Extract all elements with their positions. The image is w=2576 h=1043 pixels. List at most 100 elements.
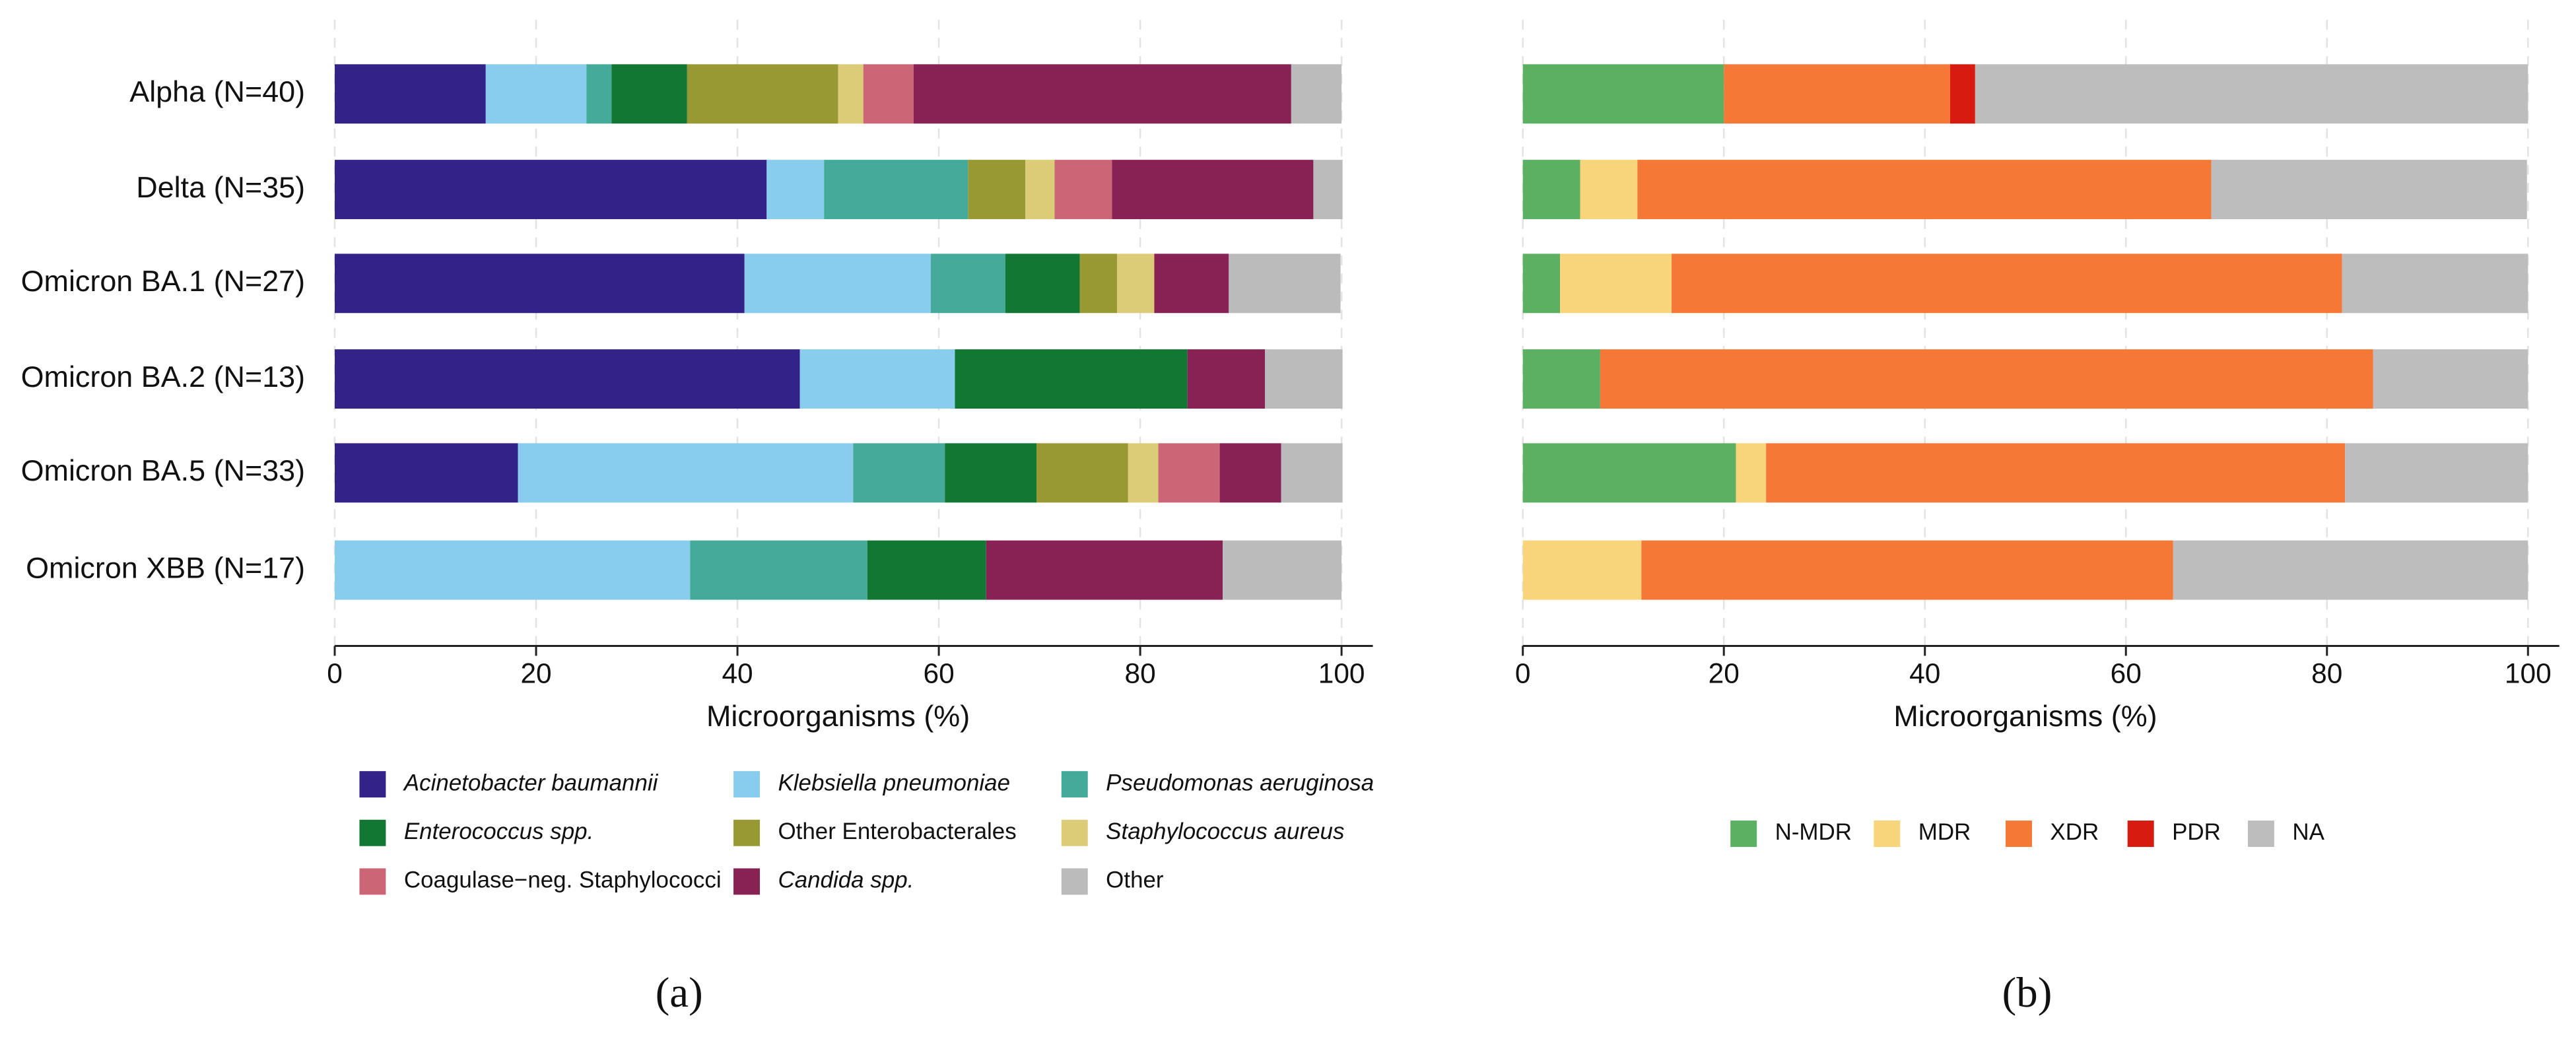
legend-swatch: [733, 868, 761, 895]
legend-label: Staphylococcus aureus: [1106, 819, 1344, 844]
bar-segment: [1281, 443, 1343, 503]
bar-segment: [824, 160, 968, 219]
bar-segment: [853, 443, 945, 503]
legend-label: Other: [1106, 867, 1164, 893]
bar-segment: [766, 160, 825, 219]
bar-segment: [1637, 160, 2212, 219]
bar-segment: [335, 349, 800, 409]
bar-segment: [335, 540, 691, 600]
category-label: Omicron BA.5 (N=33): [21, 454, 306, 487]
bar-segment: [2373, 349, 2528, 409]
x-tick-label: 40: [1909, 658, 1940, 689]
x-tick-label: 60: [2111, 658, 2142, 689]
bar-segment: [687, 64, 838, 124]
x-tick-label: 60: [923, 658, 954, 689]
legend-swatch: [359, 868, 386, 895]
bar-segment: [1054, 160, 1112, 219]
category-label: Alpha (N=40): [129, 75, 305, 108]
legend-swatch: [1730, 821, 1757, 847]
bar-segment: [1736, 443, 1767, 503]
bar-segment: [968, 160, 1026, 219]
bar-segment: [1672, 253, 2342, 314]
bar-segment: [1265, 349, 1343, 409]
x-tick-label: 0: [327, 658, 343, 689]
bar-segment: [485, 64, 587, 124]
bar-segment: [1949, 64, 1975, 124]
x-tick-label: 0: [1515, 658, 1531, 689]
bar-segment: [1219, 443, 1281, 503]
x-tick-label: 40: [722, 658, 753, 689]
panel-label: (b): [2002, 969, 2052, 1017]
bar-segment: [1560, 253, 1672, 314]
bar-segment: [1112, 160, 1314, 219]
legend-label: Enterococcus spp.: [404, 819, 593, 844]
bar-segment: [838, 64, 864, 124]
bar-segment: [611, 64, 687, 124]
bar-segment: [335, 253, 745, 314]
bar-segment: [1600, 349, 2373, 409]
legend-label: Acinetobacter baumannii: [403, 770, 659, 795]
panel-label: (a): [656, 969, 703, 1017]
category-label: Omicron BA.1 (N=27): [21, 264, 306, 298]
bar-segment: [1522, 443, 1736, 503]
bar-segment: [1724, 64, 1950, 124]
legend-label: Klebsiella pneumoniae: [778, 770, 1010, 795]
bar-segment: [335, 64, 486, 124]
category-label: Delta (N=35): [136, 170, 305, 204]
x-tick-label: 100: [2505, 658, 2552, 689]
bar-segment: [1079, 253, 1118, 314]
legend-label: XDR: [2050, 819, 2099, 845]
legend-label: MDR: [1918, 819, 1971, 845]
legend-label: PDR: [2172, 819, 2221, 845]
x-axis-label: Microorganisms (%): [706, 699, 970, 733]
bar-segment: [1522, 540, 1642, 600]
bar-segment: [1229, 253, 1341, 314]
bar-segment: [1187, 349, 1266, 409]
bar-segment: [1005, 253, 1080, 314]
bar-segment: [1128, 443, 1159, 503]
legend-label: Coagulase−neg. Staphylococci: [404, 867, 722, 893]
bar-segment: [986, 540, 1223, 600]
bar-segment: [2211, 160, 2527, 219]
x-tick-label: 100: [1318, 658, 1365, 689]
bar-segment: [863, 64, 914, 124]
bar-segment: [1223, 540, 1342, 600]
bar-segment: [799, 349, 955, 409]
bar-segment: [1313, 160, 1343, 219]
bar-segment: [1522, 160, 1580, 219]
category-label: Omicron XBB (N=17): [26, 551, 305, 584]
bar-segment: [690, 540, 867, 600]
legend-swatch: [2127, 821, 2154, 847]
legend-label: Candida spp.: [778, 867, 914, 893]
legend-swatch: [359, 771, 386, 798]
bar-segment: [1766, 443, 2346, 503]
legend-swatch: [733, 819, 761, 846]
x-tick-label: 20: [520, 658, 551, 689]
legend-label: Pseudomonas aeruginosa: [1106, 770, 1374, 795]
bar-segment: [1975, 64, 2528, 124]
bar-segment: [913, 64, 1291, 124]
bar-segment: [955, 349, 1188, 409]
bar-segment: [335, 160, 767, 219]
category-label: Omicron BA.2 (N=13): [21, 360, 306, 393]
bar-segment: [2342, 253, 2528, 314]
bar-segment: [1036, 443, 1128, 503]
bar-segment: [744, 253, 931, 314]
bar-segment: [1580, 160, 1638, 219]
legend-swatch: [1061, 819, 1088, 846]
legend-label: N-MDR: [1775, 819, 1852, 845]
bar-segment: [586, 64, 612, 124]
bar-segment: [1154, 253, 1229, 314]
bar-segment: [1522, 64, 1724, 124]
bar-segment: [945, 443, 1037, 503]
legend-swatch: [2247, 821, 2274, 847]
x-tick-label: 80: [2311, 658, 2342, 689]
bar-segment: [1291, 64, 1342, 124]
bar-segment: [2345, 443, 2528, 503]
bar-segment: [1522, 253, 1561, 314]
bar-segment: [1641, 540, 2173, 600]
legend-swatch: [1874, 821, 1901, 847]
legend-swatch: [1061, 771, 1088, 798]
legend-swatch: [359, 819, 386, 846]
